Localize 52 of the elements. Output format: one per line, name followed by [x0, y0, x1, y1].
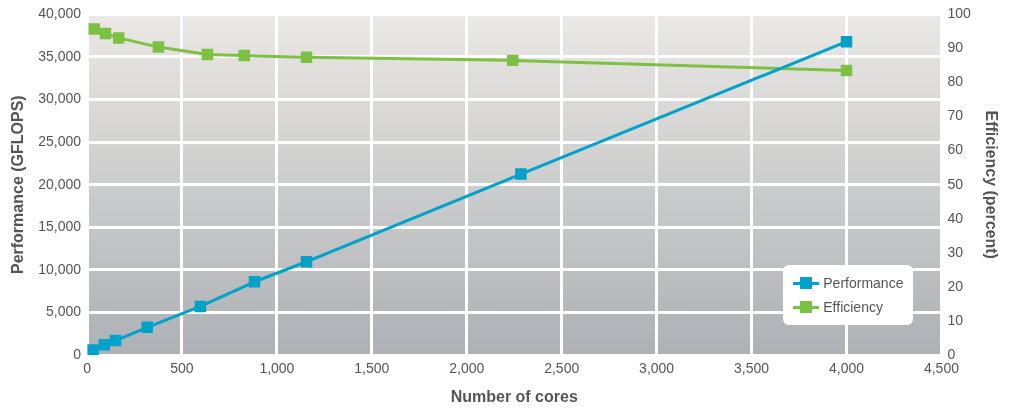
- y2-tick-label: 80: [947, 73, 964, 90]
- legend-label: Efficiency: [823, 299, 883, 315]
- x-tick-label: 1,500: [354, 360, 390, 377]
- x-tick-label: 1,000: [259, 360, 295, 377]
- y-axis-title: Performance (GFLOPS): [9, 95, 27, 275]
- y-tick-label: 0: [73, 345, 82, 362]
- x-axis-title: Number of cores: [450, 387, 578, 405]
- point: [152, 41, 165, 53]
- point: [506, 54, 519, 67]
- legend-label: Performance: [823, 275, 904, 291]
- y-tick-label: 35,000: [38, 47, 82, 64]
- x-tick-label: 4,500: [923, 360, 960, 377]
- y-tick-label: 25,000: [38, 132, 82, 149]
- y2-tick-label: 40: [947, 209, 964, 226]
- point: [109, 334, 122, 347]
- x-tick-label: 4,000: [828, 360, 865, 377]
- y-tick-label: 15,000: [38, 218, 82, 235]
- point: [88, 23, 100, 35]
- y-tick-label: 30,000: [38, 90, 82, 107]
- y2-tick-label: 0: [947, 345, 956, 362]
- point: [112, 32, 125, 44]
- point: [194, 300, 207, 313]
- point: [840, 35, 853, 48]
- y-tick-label: 40,000: [38, 5, 82, 22]
- y-tick-label: 5,000: [45, 303, 82, 320]
- y2-axis-title: Efficiency (percent): [982, 110, 1000, 259]
- point: [248, 276, 261, 288]
- y-tick-label: 10,000: [38, 260, 82, 277]
- y2-tick-label: 70: [947, 107, 964, 124]
- point: [99, 27, 112, 40]
- y2-tick-label: 100: [947, 5, 972, 22]
- y2-tick-label: 30: [947, 243, 964, 260]
- x-tick-label: 3,000: [639, 360, 675, 377]
- x-tick-label: 2,000: [449, 360, 485, 377]
- y2-tick-label: 20: [947, 277, 964, 294]
- y-tick-label: 20,000: [38, 175, 82, 192]
- y2-tick-label: 60: [947, 141, 964, 158]
- y2-tick-label: 90: [947, 39, 964, 56]
- point: [840, 64, 853, 77]
- point: [141, 321, 153, 334]
- x-tick-label: 500: [170, 360, 194, 377]
- point: [87, 344, 99, 355]
- x-tick-label: 2,500: [544, 360, 580, 377]
- y2-tick-label: 50: [947, 175, 964, 192]
- point: [201, 48, 214, 61]
- point: [515, 168, 527, 180]
- point: [300, 51, 313, 64]
- point: [300, 256, 313, 268]
- x-tick-label: 3,500: [734, 360, 770, 377]
- point: [238, 49, 250, 62]
- y2-tick-label: 10: [947, 311, 964, 328]
- point: [98, 339, 111, 351]
